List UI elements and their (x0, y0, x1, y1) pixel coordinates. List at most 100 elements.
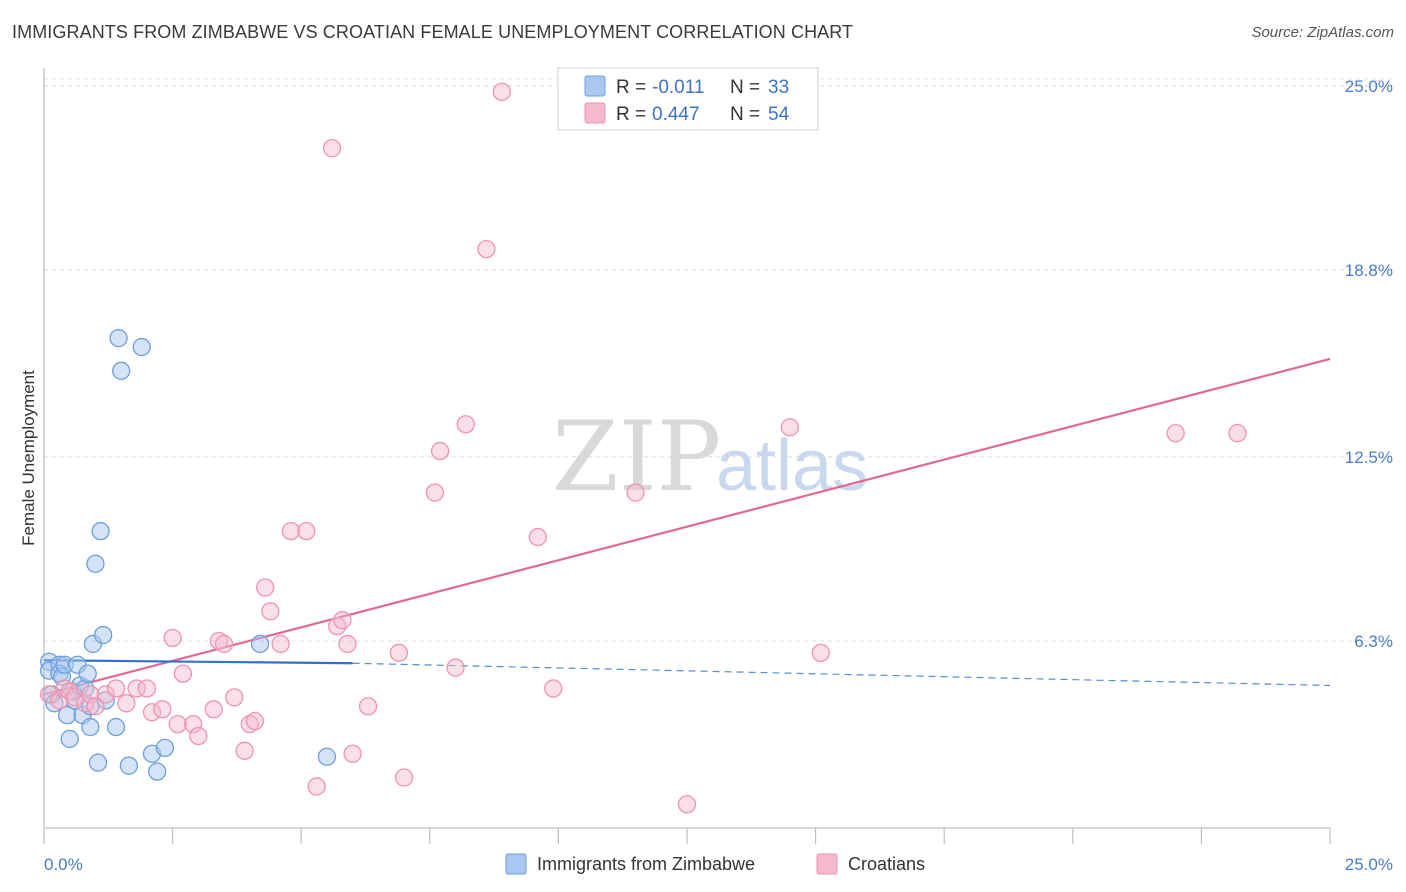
data-point-zimbabwe (109, 329, 128, 348)
legend-swatch-zimbabwe (584, 75, 606, 97)
data-point-zimbabwe (155, 738, 175, 757)
data-point-croatians (117, 694, 136, 713)
data-point-zimbabwe (78, 664, 97, 683)
correlation-legend: R = -0.011 N = 33 R = 0.447 N = 54 (557, 67, 819, 131)
data-point-croatians (142, 703, 162, 722)
data-point-zimbabwe (106, 717, 126, 737)
data-point-croatians (225, 688, 244, 707)
legend-r-value-zimbabwe: -0.011 (652, 77, 704, 98)
data-point-zimbabwe (86, 554, 105, 573)
data-point-croatians (430, 441, 450, 461)
legend-n-value-zimbabwe: 33 (768, 77, 789, 98)
data-point-croatians (1166, 424, 1185, 443)
data-point-croatians (446, 658, 465, 677)
data-point-zimbabwe (250, 634, 270, 654)
data-point-croatians (389, 643, 409, 662)
x-axis-ticks (43, 828, 1331, 844)
data-point-zimbabwe (91, 521, 110, 541)
data-point-croatians (307, 777, 326, 796)
legend-n-label-croatians: N = (730, 104, 760, 125)
data-point-croatians (204, 700, 223, 719)
data-point-croatians (81, 685, 100, 704)
y-axis-label: Female Unemployment (19, 370, 38, 546)
data-point-zimbabwe (45, 694, 64, 713)
data-point-croatians (189, 726, 208, 746)
data-point-croatians (343, 744, 362, 763)
data-point-croatians (240, 714, 259, 734)
trend-line-zimbabwe-extension (352, 662, 1331, 687)
y-axis-tick-labels: 6.3% 12.5% 18.8% 25.0% (1345, 77, 1393, 651)
legend-r-label-zimbabwe: R = (616, 77, 646, 98)
data-point-croatians (1228, 424, 1247, 443)
data-point-zimbabwe (132, 337, 151, 357)
data-point-croatians (245, 711, 265, 731)
data-point-croatians (76, 694, 95, 713)
data-point-zimbabwe (60, 729, 79, 749)
legend-n-value-croatians: 54 (768, 104, 790, 125)
data-point-croatians (322, 139, 342, 158)
data-point-croatians (96, 685, 115, 704)
data-point-croatians (271, 634, 290, 654)
data-point-croatians (281, 521, 301, 541)
data-point-croatians (184, 714, 203, 734)
data-point-zimbabwe (81, 717, 100, 737)
data-point-croatians (235, 741, 254, 760)
data-point-croatians (153, 700, 172, 719)
data-point-croatians (528, 527, 547, 547)
legend-n-label-zimbabwe: N = (730, 77, 760, 98)
data-point-zimbabwe (119, 756, 139, 775)
data-point-croatians (677, 795, 697, 814)
data-point-croatians (163, 628, 182, 648)
bottom-legend-label-croatians: Croatians (848, 854, 925, 874)
data-point-zimbabwe (317, 747, 337, 766)
data-point-croatians (209, 631, 229, 651)
data-point-croatians (214, 634, 234, 654)
watermark-atlas: atlas (716, 426, 868, 506)
trend-line-zimbabwe (43, 659, 353, 665)
x-axis-tick-labels: 0.0% 25.0% (44, 855, 1393, 874)
bottom-legend-swatch-croatians (816, 853, 838, 875)
data-point-zimbabwe (112, 361, 131, 380)
data-point-croatians (173, 664, 193, 683)
data-point-croatians (544, 679, 563, 698)
data-point-croatians (127, 679, 146, 698)
data-point-croatians (261, 602, 280, 621)
data-point-croatians (780, 418, 800, 437)
data-point-zimbabwe (94, 625, 113, 645)
data-point-croatians (137, 679, 157, 698)
data-point-croatians (106, 679, 126, 698)
bottom-legend-label-zimbabwe: Immigrants from Zimbabwe (537, 854, 755, 874)
data-point-croatians (811, 643, 830, 662)
legend-swatch-croatians (584, 102, 606, 124)
data-point-croatians (333, 611, 352, 630)
data-point-croatians (358, 697, 378, 716)
data-point-croatians (256, 578, 275, 597)
x-tick-label: 0.0% (44, 855, 83, 874)
y-tick-label: 18.8% (1345, 261, 1393, 280)
x-tick-label: 25.0% (1345, 855, 1393, 874)
chart-title: IMMIGRANTS FROM ZIMBABWE VS CROATIAN FEM… (12, 22, 854, 42)
series-croatians-points (39, 82, 1247, 814)
y-tick-label: 6.3% (1354, 632, 1393, 651)
series-zimbabwe-points (39, 329, 337, 781)
data-point-croatians (626, 483, 645, 502)
data-point-croatians (492, 82, 511, 101)
data-point-croatians (297, 521, 316, 541)
data-point-zimbabwe (148, 762, 167, 781)
bottom-legend-swatch-zimbabwe (505, 853, 527, 875)
y-tick-label: 25.0% (1345, 77, 1393, 96)
data-point-croatians (168, 714, 187, 734)
data-point-croatians (425, 483, 445, 502)
legend-r-value-croatians: 0.447 (652, 104, 700, 125)
legend-r-label-croatians: R = (616, 104, 646, 125)
data-point-croatians (394, 768, 414, 787)
data-point-croatians (477, 239, 496, 259)
data-point-croatians (65, 688, 85, 707)
data-point-zimbabwe (88, 753, 108, 772)
source-credit: Source: ZipAtlas.com (1251, 24, 1394, 41)
series-legend: Immigrants from Zimbabwe Croatians (505, 853, 925, 875)
gridlines (44, 78, 1392, 642)
data-point-croatians (86, 697, 105, 716)
y-tick-label: 12.5% (1345, 448, 1393, 467)
